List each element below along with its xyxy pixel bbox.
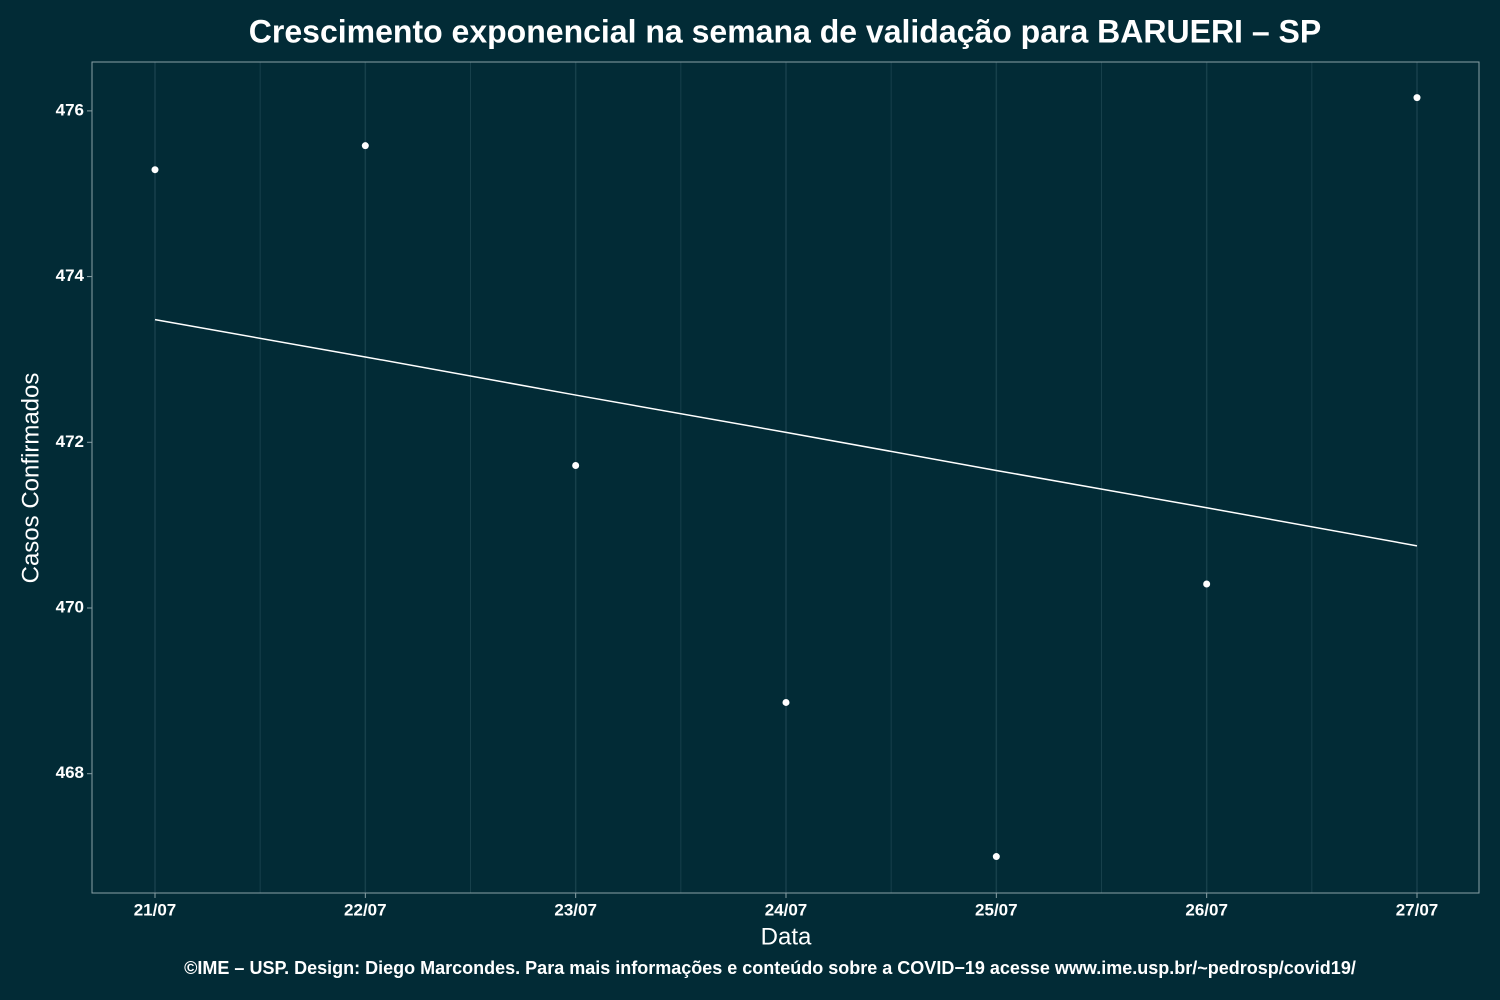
y-tick-label: 474	[56, 266, 85, 285]
trend-line	[154, 318, 1418, 547]
y-tick-label: 472	[56, 432, 84, 451]
point	[361, 142, 369, 150]
point	[572, 461, 580, 469]
y-tick-label: 468	[56, 763, 84, 782]
y-tick-label: 470	[56, 597, 84, 616]
point	[1203, 580, 1211, 588]
chart-title: Crescimento exponencial na semana de val…	[249, 13, 1321, 49]
x-tick-label: 23/07	[554, 900, 597, 919]
x-tick-label: 22/07	[344, 900, 387, 919]
y-tick-label: 476	[56, 100, 84, 119]
point	[782, 698, 790, 706]
y-axis-label: Casos Confirmados	[17, 373, 44, 584]
x-tick-label: 26/07	[1185, 900, 1228, 919]
x-axis-label: Data	[761, 923, 812, 950]
x-tick-label: 25/07	[975, 900, 1018, 919]
point	[1413, 94, 1421, 102]
footer: ©IME – USP. Design: Diego Marcondes. Par…	[184, 958, 1356, 978]
x-tick-label: 21/07	[134, 900, 177, 919]
x-tick-label: 24/07	[765, 900, 808, 919]
point	[992, 853, 1000, 861]
point	[151, 166, 159, 174]
x-tick-label: 27/07	[1396, 900, 1439, 919]
